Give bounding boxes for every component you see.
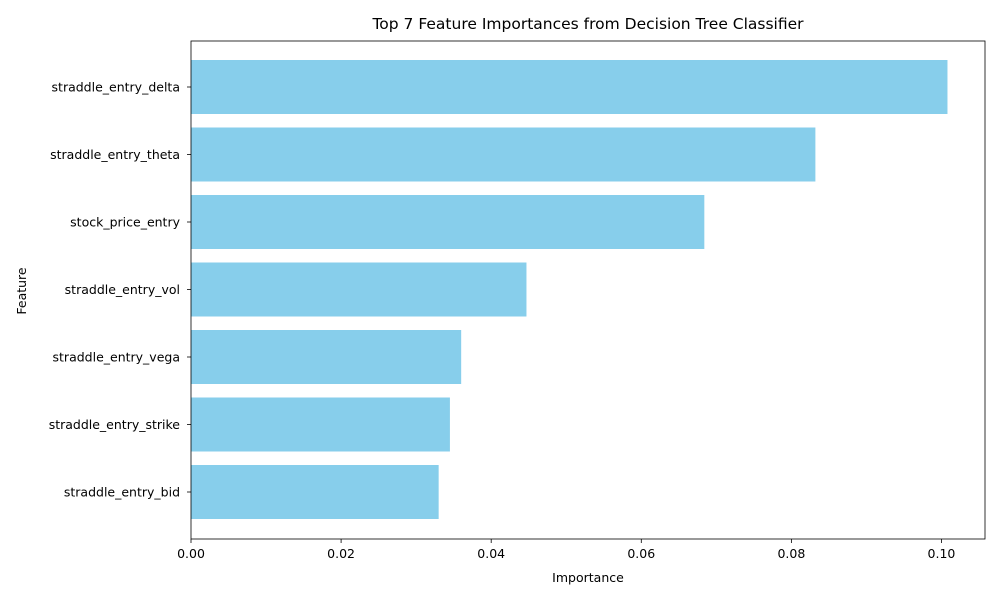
- y-tick-label: stock_price_entry: [70, 215, 180, 230]
- x-tick-label: 0.10: [928, 546, 956, 561]
- x-tick-label: 0.00: [177, 546, 205, 561]
- bars-layer: [191, 60, 948, 519]
- x-tick-label: 0.06: [627, 546, 655, 561]
- x-tick-label: 0.02: [327, 546, 355, 561]
- chart-title: Top 7 Feature Importances from Decision …: [371, 15, 804, 33]
- y-tick-label: straddle_entry_vol: [65, 282, 180, 297]
- y-tick-label: straddle_entry_delta: [52, 80, 180, 95]
- bar-straddle-entry-vega: [191, 330, 462, 384]
- y-tick-label: straddle_entry_bid: [64, 485, 180, 500]
- x-axis-ticks: 0.00 0.02 0.04 0.06 0.08 0.10: [177, 539, 955, 561]
- plot-area-frame: [190, 40, 986, 540]
- bar-straddle-entry-vol: [191, 262, 527, 317]
- y-axis-ticks: straddle_entry_delta straddle_entry_theta…: [49, 80, 191, 500]
- bar-straddle-entry-delta: [191, 60, 948, 114]
- y-axis-label: Feature: [14, 267, 29, 315]
- bar-straddle-entry-strike: [191, 397, 450, 452]
- bar-straddle-entry-theta: [191, 127, 816, 182]
- y-tick-label: straddle_entry_theta: [50, 147, 180, 162]
- bar-stock-price-entry: [191, 195, 705, 249]
- y-tick-label: straddle_entry_strike: [49, 417, 181, 432]
- bar-straddle-entry-bid: [191, 465, 439, 519]
- x-tick-label: 0.08: [777, 546, 805, 561]
- y-tick-label: straddle_entry_vega: [53, 350, 180, 365]
- x-tick-label: 0.04: [477, 546, 505, 561]
- x-axis-label: Importance: [552, 570, 624, 585]
